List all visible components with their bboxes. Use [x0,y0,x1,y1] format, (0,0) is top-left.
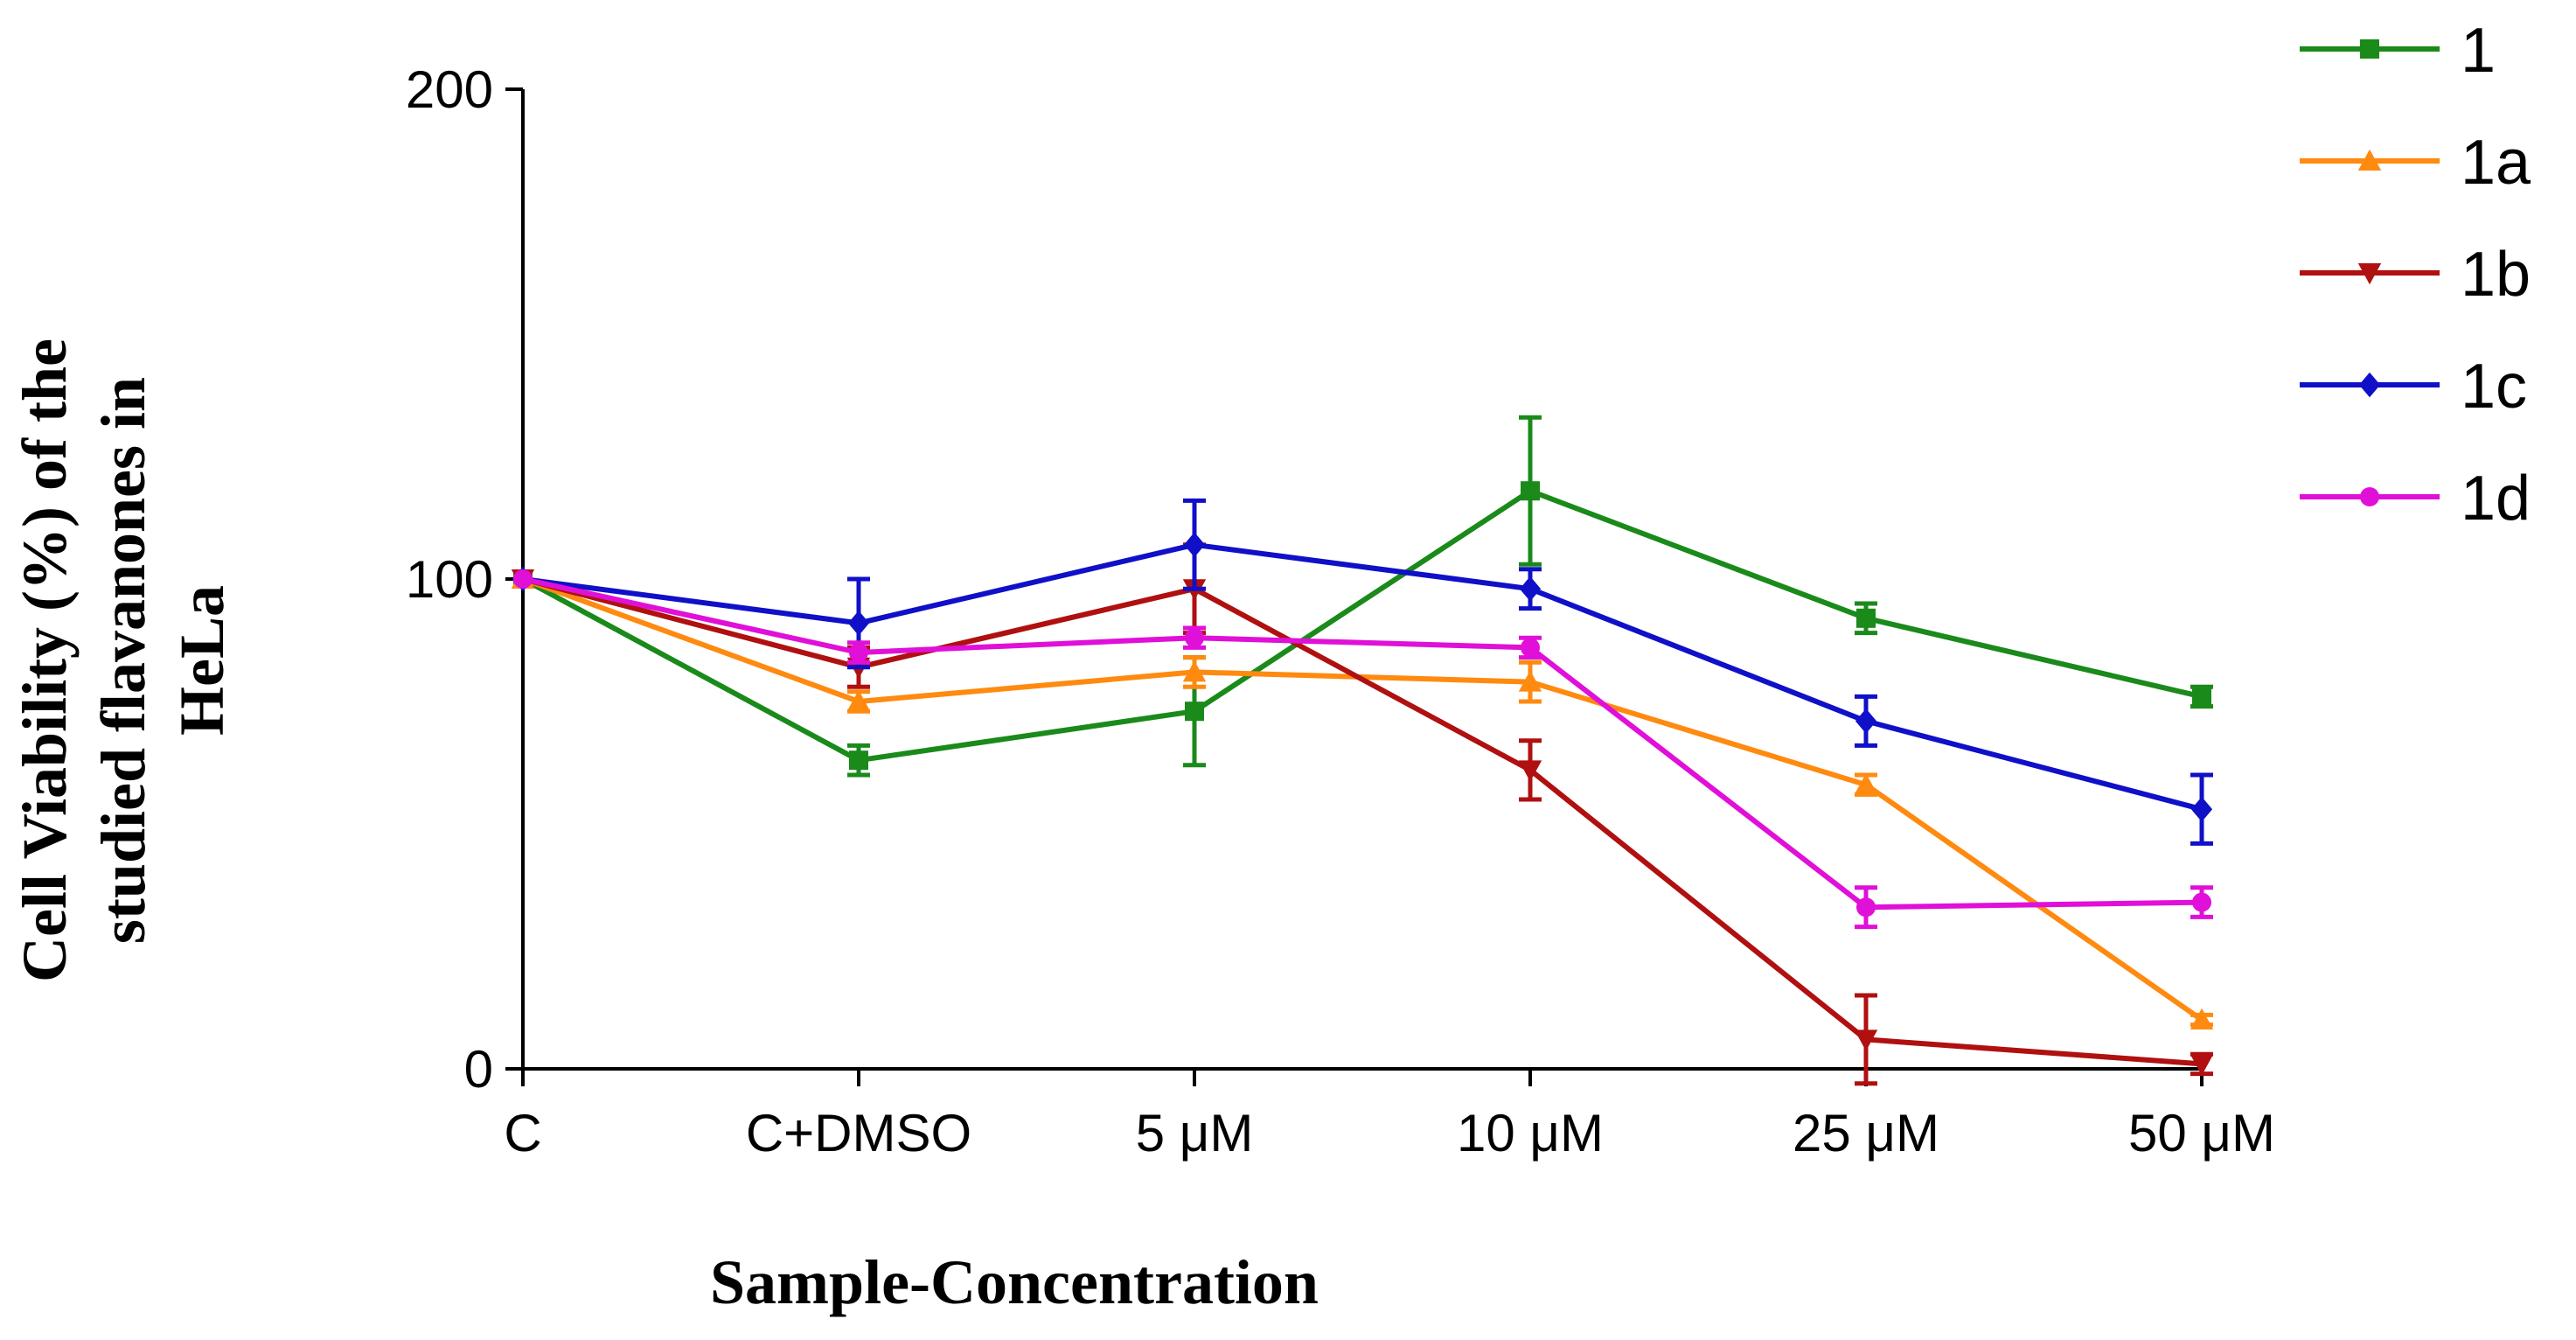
series-line-1d [522,576,2203,911]
x-tick-label: 50 μM [2128,1104,2275,1162]
y-ticks: 0 100 200 [406,60,523,1099]
legend-marker [2357,149,2382,171]
legend-item-1a: 1a [2300,128,2531,198]
legend-label: 1d [2461,464,2531,534]
legend-item-1b: 1b [2300,240,2531,310]
legend-marker [2360,39,2379,59]
y-axis-title: Cell Viability (%) of the studied flavan… [10,338,237,982]
legend-label: 1 [2461,16,2496,86]
x-axis-title: Sample-Concentration [710,1247,1319,1317]
data-point-1a [2190,1008,2214,1029]
data-point-1b [1854,1029,1878,1051]
x-tick-label: C+DMSO [746,1104,971,1162]
legend-item-1: 1 [2300,16,2496,86]
data-point-1c [1855,708,1877,734]
x-ticks: C C+DMSO 5 μM 10 μM 25 μM 50 μM [504,1069,2275,1162]
data-point-1 [1856,608,1876,628]
axes [521,89,2202,1071]
data-point-1c [2190,796,2213,822]
legend-label: 1b [2461,240,2531,310]
legend-label: 1c [2461,352,2527,422]
data-point-1 [1185,701,1204,722]
data-point-1 [2192,687,2211,707]
data-point-1d [1521,638,1540,658]
data-point-1 [849,750,868,771]
data-point-1c [1183,532,1206,558]
legend: 1 1a 1b 1c 1d [2300,16,2531,534]
y-tick-label: 200 [406,60,493,119]
y-axis-title-line-3: HeLa [167,585,237,736]
series-1d [513,569,2213,930]
x-tick-label: C [504,1104,541,1162]
legend-label: 1a [2461,128,2531,198]
legend-item-1c: 1c [2300,352,2527,422]
data-point-1a [1854,773,1878,795]
x-tick-label: 10 μM [1457,1104,1604,1162]
legend-marker [2357,263,2382,285]
series-1a [511,567,2214,1029]
y-axis-title-line-1: Cell Viability (%) of the [10,338,80,982]
data-point-1b [2190,1054,2214,1076]
series-line-1 [521,488,2203,764]
series-line-1b [522,576,2203,1067]
data-point-1d [513,569,533,589]
series-1b [511,542,2214,1086]
y-tick-label: 0 [464,1040,493,1099]
data-point-1c [1519,576,1542,602]
legend-marker [2360,487,2379,506]
legend-item-1d: 1d [2300,464,2531,534]
data-point-1d [1856,897,1876,918]
series-1 [513,415,2213,778]
data-point-1a [1518,670,1542,692]
x-tick-label: 5 μM [1136,1104,1254,1162]
data-point-1a [1182,660,1207,682]
data-point-1a [846,689,871,711]
data-point-1 [1521,481,1540,501]
series-1c [512,498,2213,846]
data-point-1d [1185,628,1204,648]
data-point-1b [1518,760,1542,782]
series-layer [511,415,2214,1086]
data-point-1d [2192,892,2211,912]
data-point-1d [849,643,868,662]
y-axis-title-line-2: studied flavanones in [88,377,158,944]
x-tick-label: 25 μM [1793,1104,1939,1162]
legend-marker [2358,372,2381,398]
data-point-1c [847,611,870,636]
y-tick-label: 100 [406,550,493,609]
series-line-1c [522,541,2203,813]
